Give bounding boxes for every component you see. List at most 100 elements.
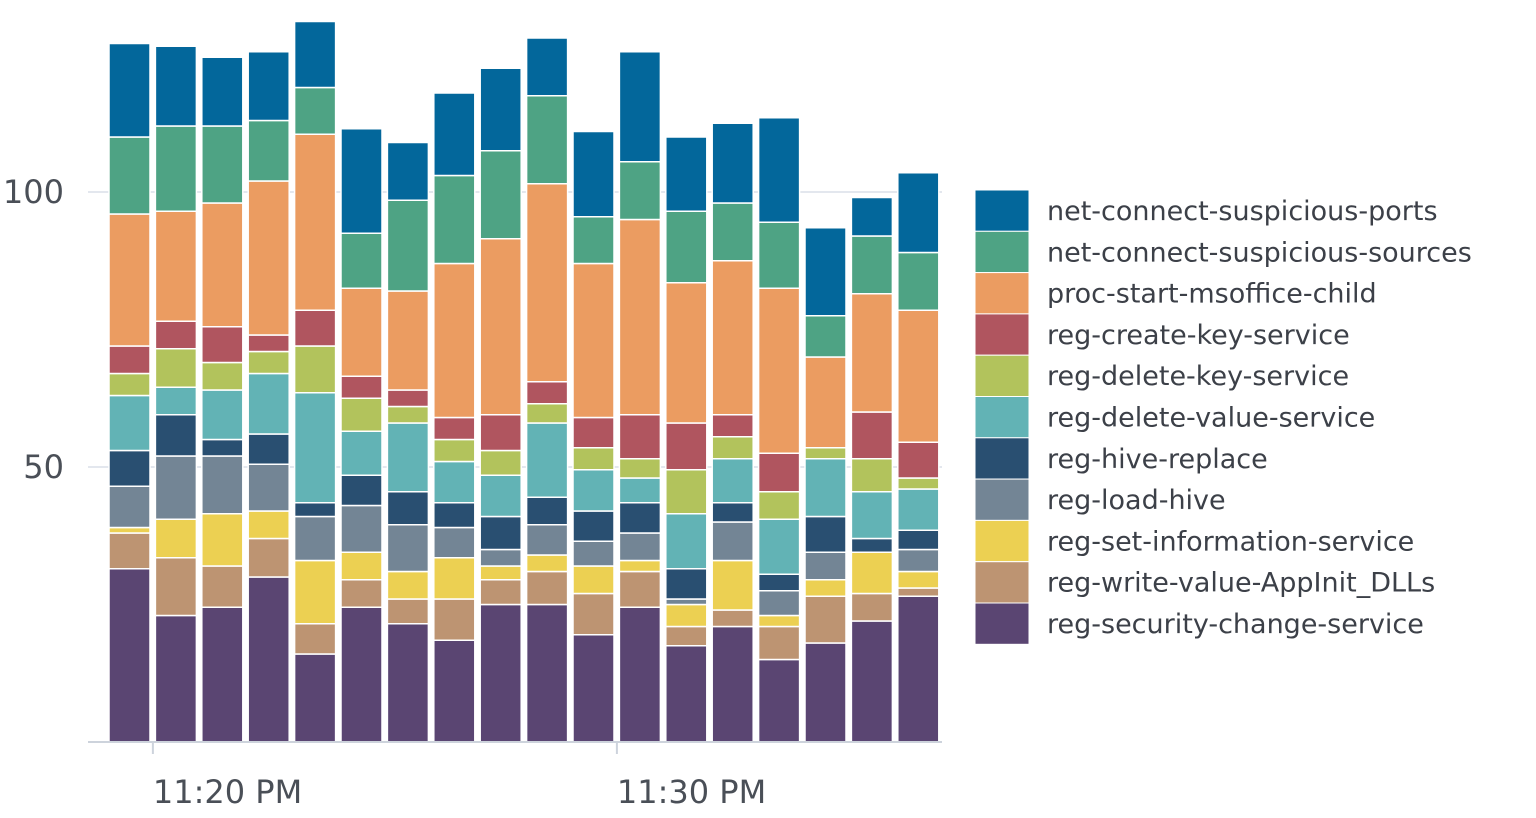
bar-segment-reg-hive-replace [108, 449, 151, 487]
bar-segment-reg-delete-value-service [804, 458, 847, 518]
bar-segment-net-connect-suspicious-sources [897, 251, 940, 311]
bar-stack-15 [757, 117, 801, 743]
bar-segment-reg-hive-replace [247, 433, 290, 465]
legend-label: reg-security-change-service [1047, 609, 1424, 640]
legend-item: reg-load-hive [974, 478, 1226, 521]
bar-segment-net-connect-suspicious-ports [433, 92, 476, 177]
bar-segment-reg-hive-replace [618, 502, 662, 534]
legend-swatch [974, 272, 1030, 315]
bar-segment-reg-delete-key-service [897, 477, 940, 490]
bar-segment-reg-security-change-service [386, 623, 430, 743]
bar-stack-3 [201, 56, 244, 743]
bar-stacks [108, 20, 940, 743]
legend-label: net-connect-suspicious-sources [1047, 237, 1472, 268]
bar-segment-reg-load-hive [618, 532, 662, 562]
bar-segment-reg-hive-replace [386, 491, 430, 526]
legend-label: reg-hive-replace [1047, 444, 1268, 475]
bar-segment-net-connect-suspicious-sources [572, 216, 615, 265]
bar-segment-reg-set-information-service [572, 565, 615, 595]
bar-segment-reg-delete-key-service [665, 469, 708, 515]
bar-segment-net-connect-suspicious-ports [572, 130, 615, 218]
bar-segment-reg-hive-replace [757, 573, 801, 592]
bar-segment-net-connect-suspicious-sources [479, 150, 522, 240]
y-tick-label: 50 [23, 448, 64, 486]
bar-segment-net-connect-suspicious-sources [201, 125, 244, 204]
bar-segment-net-connect-suspicious-sources [433, 174, 476, 265]
bar-segment-reg-delete-value-service [665, 513, 708, 570]
bar-segment-reg-security-change-service [479, 603, 522, 743]
bar-segment-reg-delete-key-service [850, 458, 894, 493]
legend-item: reg-delete-key-service [974, 354, 1349, 398]
bar-segment-net-connect-suspicious-ports [479, 67, 522, 152]
bar-segment-reg-hive-replace [293, 502, 337, 518]
bar-segment-net-connect-suspicious-sources [154, 125, 198, 212]
bar-segment-reg-delete-key-service [108, 372, 151, 397]
bar-segment-reg-delete-value-service [433, 460, 476, 504]
bar-segment-net-connect-suspicious-sources [247, 119, 290, 182]
bar-segment-proc-start-msoffice-child [572, 262, 615, 419]
bar-segment-reg-create-key-service [108, 345, 151, 375]
legend-label: net-connect-suspicious-ports [1047, 196, 1438, 227]
bar-segment-proc-start-msoffice-child [201, 202, 244, 328]
bar-segment-reg-load-hive [804, 551, 847, 581]
bar-segment-reg-write-value-AppInit_DLLs [386, 598, 430, 625]
bar-segment-reg-delete-key-service [340, 397, 383, 432]
legend-swatch [974, 313, 1030, 356]
bar-segment-reg-delete-value-service [247, 372, 290, 435]
bar-stack-8 [433, 92, 476, 743]
bar-segment-reg-delete-key-service [201, 361, 244, 391]
bar-segment-net-connect-suspicious-sources [850, 235, 894, 295]
bar-segment-reg-set-information-service [386, 570, 430, 600]
bar-segment-proc-start-msoffice-child [665, 282, 708, 424]
bar-segment-reg-set-information-service [293, 559, 337, 625]
bar-segment-proc-start-msoffice-child [293, 133, 337, 311]
bar-segment-reg-delete-value-service [850, 491, 894, 540]
bar-segment-reg-load-hive [757, 590, 801, 617]
bar-segment-reg-security-change-service [108, 568, 151, 743]
bar-segment-reg-load-hive [108, 485, 151, 529]
bar-segment-reg-set-information-service [247, 510, 290, 540]
bar-segment-reg-hive-replace [897, 529, 940, 551]
bar-segment-reg-create-key-service [154, 320, 198, 350]
bar-segment-reg-load-hive [154, 455, 198, 520]
bar-stack-5 [293, 20, 337, 743]
bar-segment-reg-set-information-service [850, 551, 894, 595]
bar-segment-reg-create-key-service [850, 411, 894, 460]
bar-segment-reg-write-value-AppInit_DLLs [201, 565, 244, 608]
bar-segment-reg-create-key-service [618, 414, 662, 460]
bar-segment-net-connect-suspicious-ports [850, 196, 894, 237]
bar-segment-reg-load-hive [433, 526, 476, 559]
bar-stack-18 [897, 172, 940, 743]
legend-item: reg-security-change-service [974, 602, 1424, 645]
bar-segment-reg-set-information-service [711, 559, 754, 611]
bar-segment-reg-hive-replace [201, 438, 244, 457]
legend-label: reg-create-key-service [1047, 320, 1350, 351]
legend-item: reg-write-value-AppInit_DLLs [974, 561, 1435, 604]
bar-segment-reg-delete-key-service [154, 348, 198, 388]
bar-segment-reg-set-information-service [479, 565, 522, 581]
bar-segment-reg-load-hive [201, 455, 244, 515]
bar-segment-reg-delete-value-service [293, 392, 337, 504]
bar-segment-reg-hive-replace [525, 496, 569, 526]
bar-segment-reg-hive-replace [433, 502, 476, 529]
bar-segment-reg-hive-replace [665, 568, 708, 600]
bar-segment-reg-delete-value-service [386, 422, 430, 493]
legend-swatch [974, 230, 1030, 274]
bar-segment-reg-create-key-service [665, 422, 708, 471]
bar-segment-reg-write-value-AppInit_DLLs [804, 595, 847, 644]
bar-segment-reg-delete-key-service [804, 447, 847, 460]
x-tick-label: 11:20 PM [153, 773, 302, 811]
bar-segment-proc-start-msoffice-child [154, 210, 198, 322]
bar-segment-reg-security-change-service [850, 620, 894, 743]
bar-segment-reg-security-change-service [201, 606, 244, 743]
bar-segment-reg-hive-replace [154, 414, 198, 457]
bar-segment-reg-delete-value-service [525, 422, 569, 498]
bar-stack-14 [711, 122, 754, 743]
legend-swatch [974, 519, 1030, 563]
bar-segment-reg-write-value-AppInit_DLLs [618, 570, 662, 608]
bar-segment-proc-start-msoffice-child [757, 287, 801, 454]
bar-segment-net-connect-suspicious-sources [525, 95, 569, 185]
bar-segment-net-connect-suspicious-ports [201, 56, 244, 127]
bar-segment-reg-write-value-AppInit_DLLs [154, 557, 198, 617]
